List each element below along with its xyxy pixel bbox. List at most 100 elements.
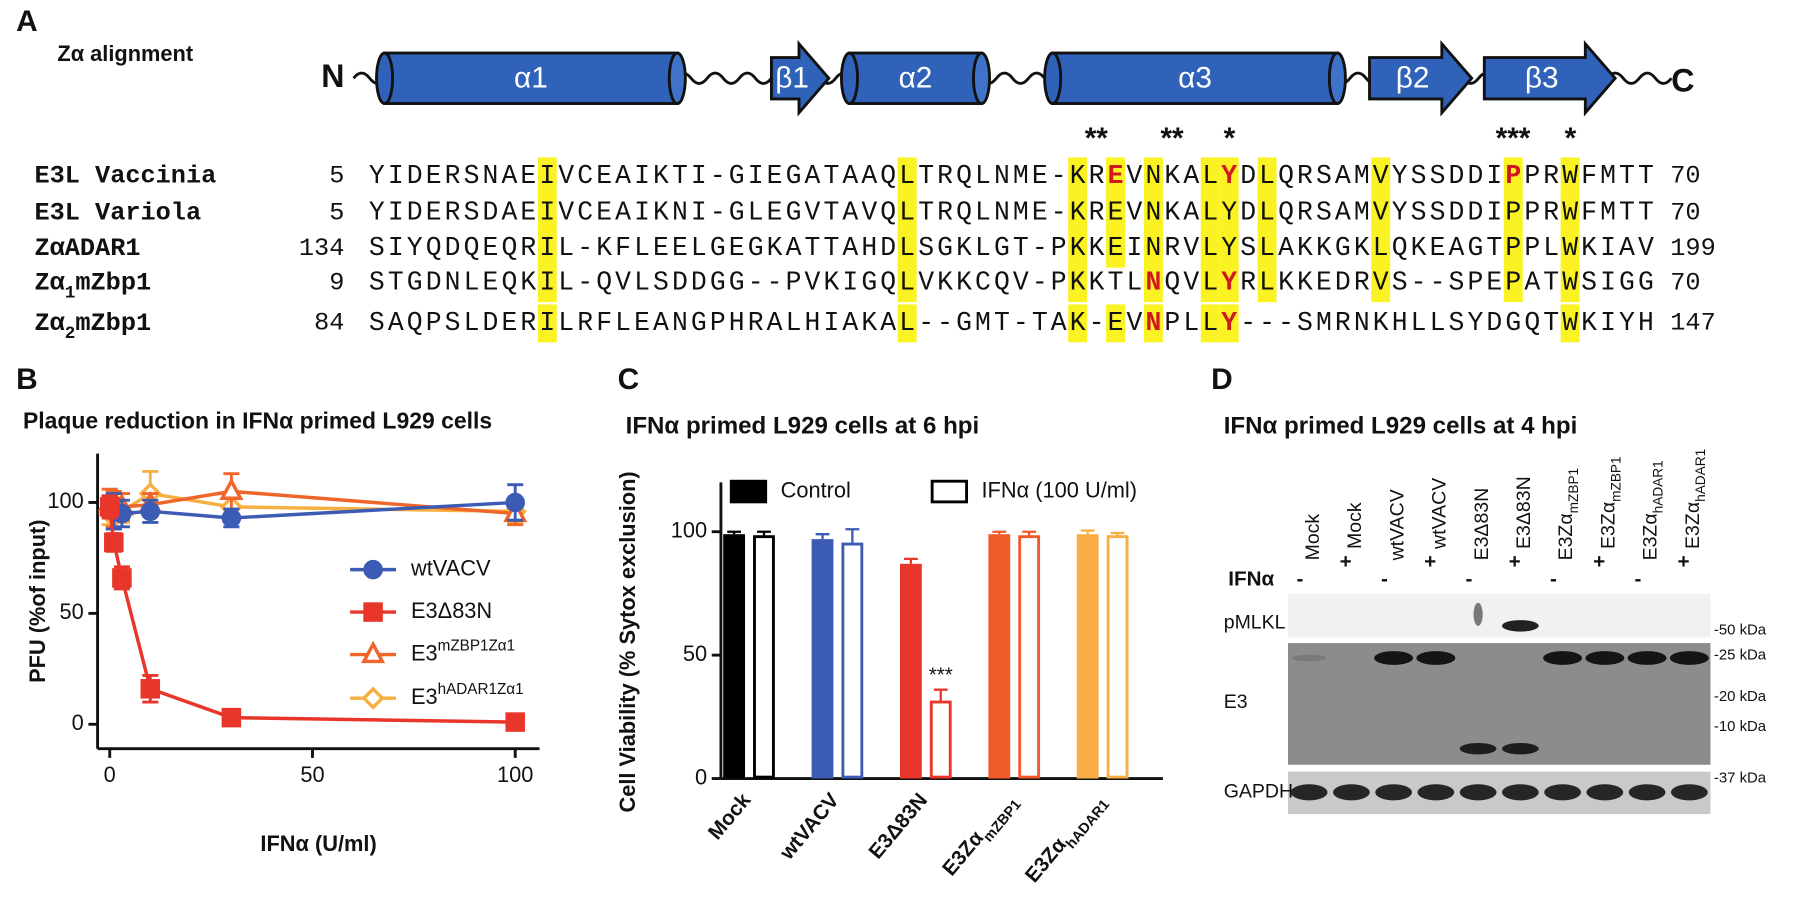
conserved-highlight [1200, 304, 1220, 343]
asterisk: *** [1496, 122, 1531, 155]
size-marker: -10 kDa [1714, 718, 1767, 735]
bar [929, 700, 952, 779]
legend-swatch [729, 479, 768, 504]
helix-cap [375, 51, 395, 105]
conserved-highlight [1219, 304, 1239, 343]
conserved-highlight [897, 157, 917, 196]
size-marker: -37 kDa [1714, 769, 1767, 786]
sequence-name: E3L Vaccinia [34, 162, 216, 191]
bar [1076, 534, 1099, 779]
asterisk: * [1565, 122, 1577, 155]
conserved-highlight [1106, 229, 1125, 268]
sequence-end: 147 [1670, 308, 1715, 337]
conserved-highlight [537, 194, 557, 233]
legend-marker [361, 686, 385, 710]
band [1544, 784, 1581, 801]
size-marker: -20 kDa [1714, 688, 1767, 705]
terminal: N [321, 58, 344, 94]
conserved-highlight [897, 229, 917, 268]
asterisk: ** [1085, 122, 1109, 155]
conserved-highlight [537, 264, 557, 303]
asterisk: ** [1160, 122, 1184, 155]
conserved-highlight [897, 194, 917, 233]
bar [811, 539, 834, 779]
y-tick-label: 100 [671, 517, 707, 542]
conserved-highlight [1106, 304, 1125, 343]
point [221, 707, 242, 728]
error-bar [727, 530, 742, 535]
conserved-highlight [1371, 229, 1391, 268]
conserved-highlight [1200, 194, 1220, 233]
lane-label: wtVACV [1429, 478, 1451, 550]
band [1670, 784, 1708, 801]
legend-label: E3hADAR1Zα1 [411, 681, 524, 709]
error-bar [815, 533, 830, 540]
conserved-highlight [1106, 157, 1125, 196]
bar [753, 535, 775, 779]
lane-label: E3ZαmZBP1 [1555, 468, 1581, 561]
error-bar [904, 557, 918, 564]
lane-treatment: + [1340, 550, 1352, 573]
blot-row-label: E3 [1224, 691, 1248, 713]
lane-label: E3Δ83N [1471, 488, 1493, 561]
size-marker: -25 kDa [1714, 647, 1767, 664]
lane-treatment: + [1678, 550, 1690, 573]
conserved-highlight [1200, 229, 1220, 268]
x-tick-label: Mock [704, 788, 756, 844]
error-bar [933, 688, 948, 703]
band [1543, 651, 1583, 665]
sequence-name: Zα2mZbp1 [34, 308, 151, 343]
x-tick-label: E3Δ83N [864, 789, 932, 864]
y-tick-label: 50 [683, 641, 707, 666]
panel-label: D [1211, 363, 1233, 396]
y-tick-label: 50 [60, 599, 84, 624]
conserved-highlight [1068, 194, 1088, 233]
blot-row-label: GAPDH [1224, 780, 1293, 802]
lane-treatment: - [1297, 567, 1304, 590]
sequence-end: 70 [1670, 198, 1700, 227]
strand [769, 39, 831, 117]
lane-label: E3ZαhADAR1 [1640, 460, 1666, 560]
point [221, 508, 242, 528]
terminal: C [1671, 62, 1694, 98]
panel-label: C [618, 363, 640, 396]
conserved-highlight [1257, 194, 1277, 233]
sequence-name: E3L Variola [34, 198, 201, 227]
point [219, 477, 244, 500]
conserved-highlight [897, 264, 917, 303]
conserved-highlight [1143, 229, 1163, 268]
structure-label: α1 [514, 61, 548, 94]
band [1501, 620, 1539, 632]
conserved-highlight [1143, 304, 1163, 343]
legend-label: Control [781, 477, 851, 502]
bar [1106, 535, 1129, 779]
structure-label: α2 [899, 61, 933, 94]
conserved-highlight [1560, 194, 1580, 233]
conserved-highlight [1257, 157, 1277, 196]
bar [988, 534, 1011, 779]
sequence-start: 5 [329, 198, 344, 227]
structure-label: β3 [1525, 61, 1559, 94]
lane-treatment: - [1465, 567, 1472, 590]
band [1291, 654, 1327, 662]
conserved-highlight [1560, 264, 1580, 303]
band [1501, 742, 1539, 755]
band [1375, 784, 1412, 801]
chart-title: IFNα primed L929 cells at 6 hpi [626, 413, 980, 440]
strand [1368, 39, 1474, 117]
annotation: *** [929, 663, 953, 686]
band [1333, 784, 1370, 801]
conserved-highlight [1200, 157, 1220, 196]
legend-label: wtVACV [410, 555, 491, 580]
conserved-highlight [1257, 229, 1277, 268]
conserved-highlight [1371, 157, 1391, 196]
alignment-title: Zα alignment [57, 41, 193, 66]
x-tick-label: 50 [300, 762, 324, 787]
point [505, 492, 525, 513]
